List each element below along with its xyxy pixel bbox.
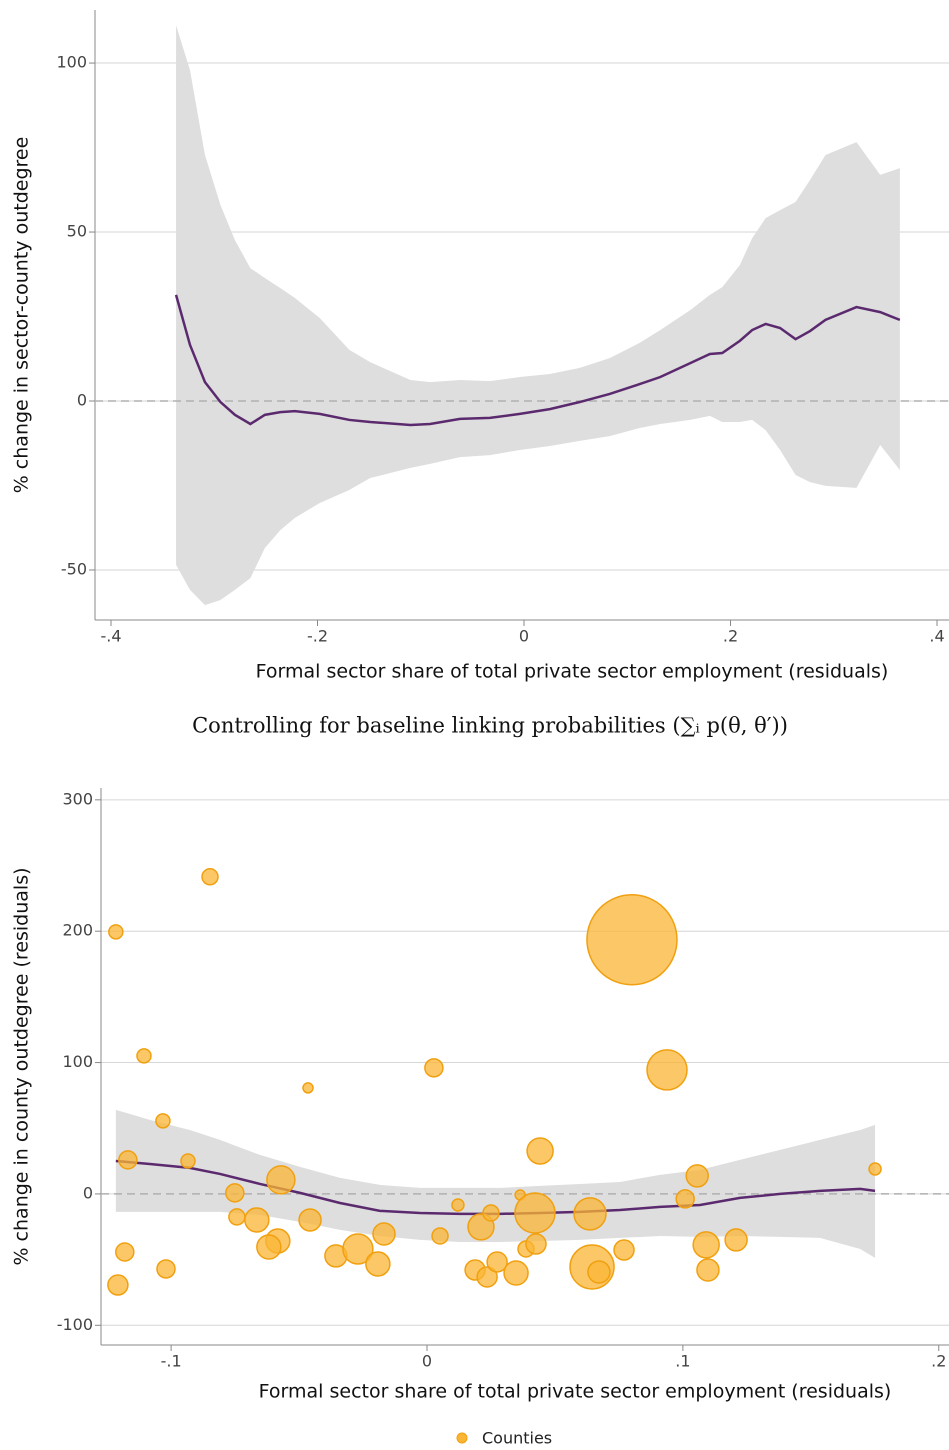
county-point [225,1183,245,1203]
county-point [108,924,124,940]
x-tick-label: .2 [723,627,738,646]
county-point [503,1260,529,1286]
y-axis-title: % change in sector-county outdegree [11,137,33,494]
legend-label: Counties [482,1429,552,1448]
y-tick-label: 100 [62,1052,93,1071]
county-point [573,1197,607,1231]
fit-line [115,1159,876,1216]
y-axis-title: % change in county outdegree (residuals) [11,867,33,1265]
caption: Controlling for baseline linking probabi… [192,714,788,738]
county-point [302,1082,314,1094]
x-tick-label: -.4 [100,627,121,646]
county-point [228,1208,246,1226]
county-point [365,1251,391,1277]
x-tick-label: -.1 [161,1352,182,1371]
county-point [451,1198,465,1212]
x-tick-label: .2 [931,1352,946,1371]
county-point [525,1233,547,1255]
county-point [586,893,678,986]
x-tick-label: .4 [929,627,944,646]
confidence-band [176,25,900,606]
county-point [298,1208,322,1232]
county-point [107,1274,129,1296]
county-point [526,1137,554,1165]
county-point [156,1259,176,1279]
x-tick-label: .1 [675,1352,690,1371]
county-point [476,1266,498,1288]
legend-marker [456,1432,468,1444]
county-point [868,1162,882,1176]
county-point [514,1192,556,1234]
county-point [372,1222,396,1246]
county-point [136,1048,152,1064]
y-tick-label: 200 [62,921,93,940]
x-tick-label: -.2 [307,627,328,646]
confidence-band [115,1109,876,1258]
county-point [482,1204,500,1222]
county-point [431,1227,449,1245]
y-tick-label: -100 [57,1315,93,1334]
county-point [486,1251,508,1273]
county-point [266,1165,296,1195]
county-point [685,1164,709,1188]
y-tick-label: 300 [62,789,93,808]
county-point [646,1049,688,1091]
x-axis-title: Formal sector share of total private sec… [256,661,889,683]
county-point [256,1234,282,1260]
county-point [613,1239,635,1261]
county-point [118,1150,138,1170]
county-point [587,1260,611,1284]
county-point [201,868,219,886]
y-tick-label: 0 [77,391,87,410]
county-point [724,1228,748,1252]
county-point [155,1113,171,1129]
county-point [244,1207,270,1233]
county-point [675,1189,695,1209]
county-point [424,1058,444,1078]
county-point [696,1258,720,1282]
y-tick-label: 0 [83,1183,93,1202]
y-tick-label: 50 [67,222,87,241]
y-tick-label: 100 [56,53,87,72]
fit-line [174,294,901,427]
county-point [342,1233,374,1265]
x-tick-label: 0 [422,1352,432,1371]
x-tick-label: 0 [519,627,529,646]
county-point [692,1231,720,1259]
x-axis-title: Formal sector share of total private sec… [259,1381,892,1403]
y-tick-label: -50 [61,559,87,578]
county-point [180,1153,196,1169]
county-point [115,1242,135,1262]
